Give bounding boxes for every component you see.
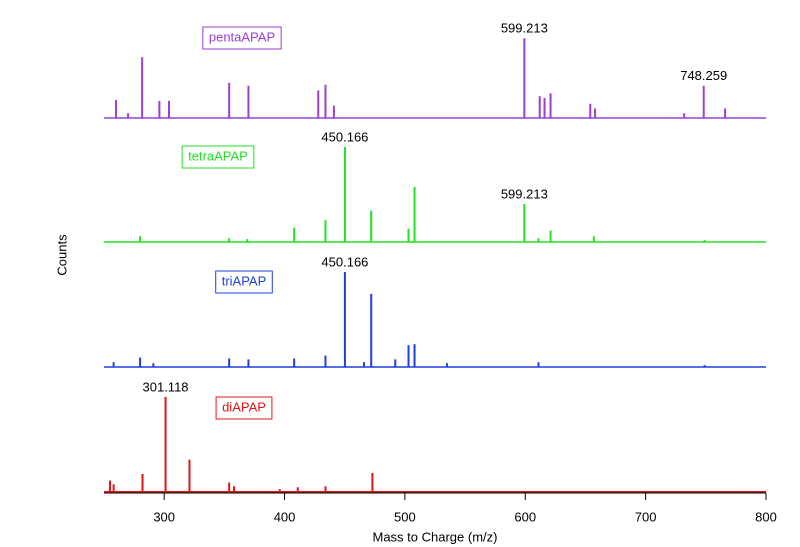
legend-box	[202, 26, 282, 50]
x-tick-label: 600	[514, 509, 536, 524]
legend-box	[215, 270, 273, 294]
peak-label: 748.259	[680, 68, 727, 83]
legend-label: triAPAP	[222, 273, 267, 288]
legend-label: tetraAPAP	[188, 148, 248, 163]
peak-label: 599.213	[501, 21, 548, 36]
legend-label: pentaAPAP	[209, 29, 275, 44]
peak-label: 450.166	[321, 129, 368, 144]
x-tick-label: 800	[755, 509, 777, 524]
x-tick-label: 700	[635, 509, 657, 524]
legend-box	[181, 145, 255, 169]
x-tick-label: 500	[394, 509, 416, 524]
peak-label: 599.213	[501, 186, 548, 201]
peak-label: 450.166	[321, 254, 368, 269]
legend-box	[215, 396, 273, 420]
y-axis-label: Counts	[54, 234, 69, 276]
x-tick-label: 300	[153, 509, 175, 524]
peak-label: 301.118	[143, 379, 189, 394]
x-tick-label: 400	[274, 509, 296, 524]
legend-label: diAPAP	[222, 399, 266, 414]
x-axis-label: Mass to Charge (m/z)	[373, 529, 498, 544]
